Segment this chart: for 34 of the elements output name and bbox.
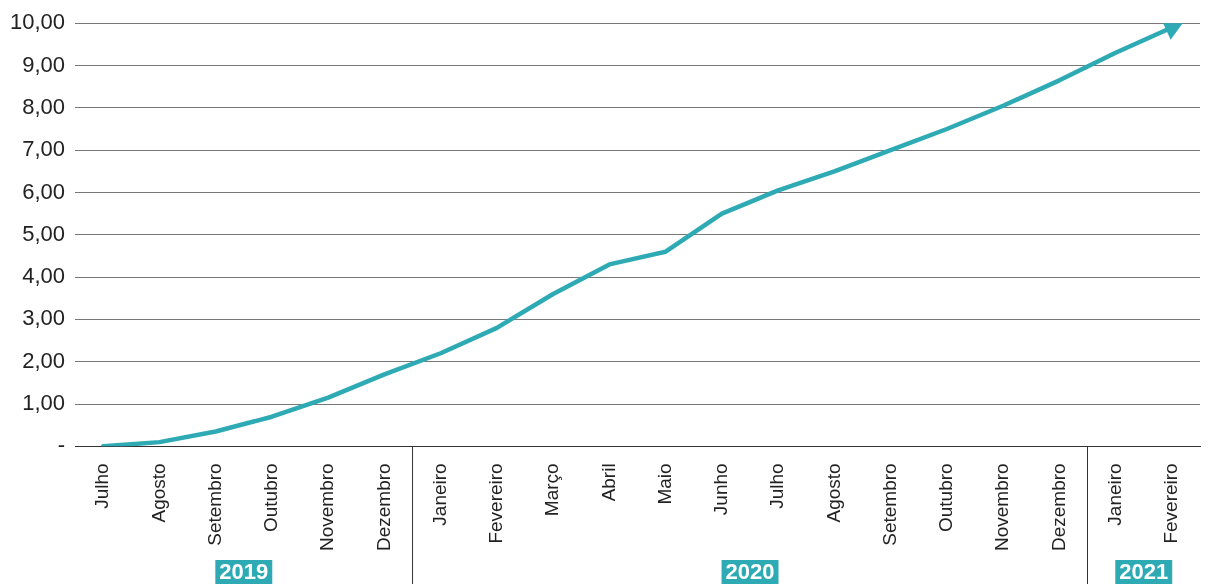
x-tick-label: Novembro (991, 463, 1013, 552)
y-tick-label: - (57, 432, 66, 458)
x-tick-label: Agosto (147, 463, 169, 523)
y-tick-label: 9,00 (22, 51, 66, 77)
x-tick-label: Janeiro (1103, 463, 1125, 526)
y-tick-label: 4,00 (22, 263, 66, 289)
x-tick-label: Março (541, 463, 563, 517)
x-tick-label: Fevereiro (1160, 463, 1182, 544)
y-tick-label: 2,00 (22, 347, 66, 373)
y-tick-label: 5,00 (22, 220, 66, 246)
x-tick-label: Fevereiro (485, 463, 507, 544)
y-tick-label: 8,00 (22, 93, 66, 119)
text: 2021 (1119, 559, 1169, 584)
text: 2019 (219, 559, 269, 584)
x-tick-label: Janeiro (428, 463, 450, 526)
x-tick-label: Junho (710, 463, 732, 516)
x-tick-label: Setembro (878, 463, 900, 546)
x-tick-label: Dezembro (372, 463, 394, 552)
x-tick-label: Agosto (822, 463, 844, 523)
x-tick-label: Julho (766, 463, 788, 509)
text: 2020 (725, 559, 775, 584)
y-tick-label: 3,00 (22, 305, 66, 331)
y-tick-label: 6,00 (22, 178, 66, 204)
x-tick-label: Julho (91, 463, 113, 509)
x-tick-label: Dezembro (1047, 463, 1069, 552)
y-tick-label: 10,00 (9, 9, 66, 35)
x-tick-label: Novembro (316, 463, 338, 552)
x-tick-label: Abril (597, 463, 619, 502)
x-tick-label: Setembro (203, 463, 225, 546)
x-tick-label: Outubro (260, 463, 282, 533)
x-tick-label: Maio (653, 463, 675, 505)
y-tick-label: 7,00 (22, 136, 66, 162)
x-tick-label: Outubro (935, 463, 957, 533)
y-tick-label: 1,00 (22, 390, 66, 416)
